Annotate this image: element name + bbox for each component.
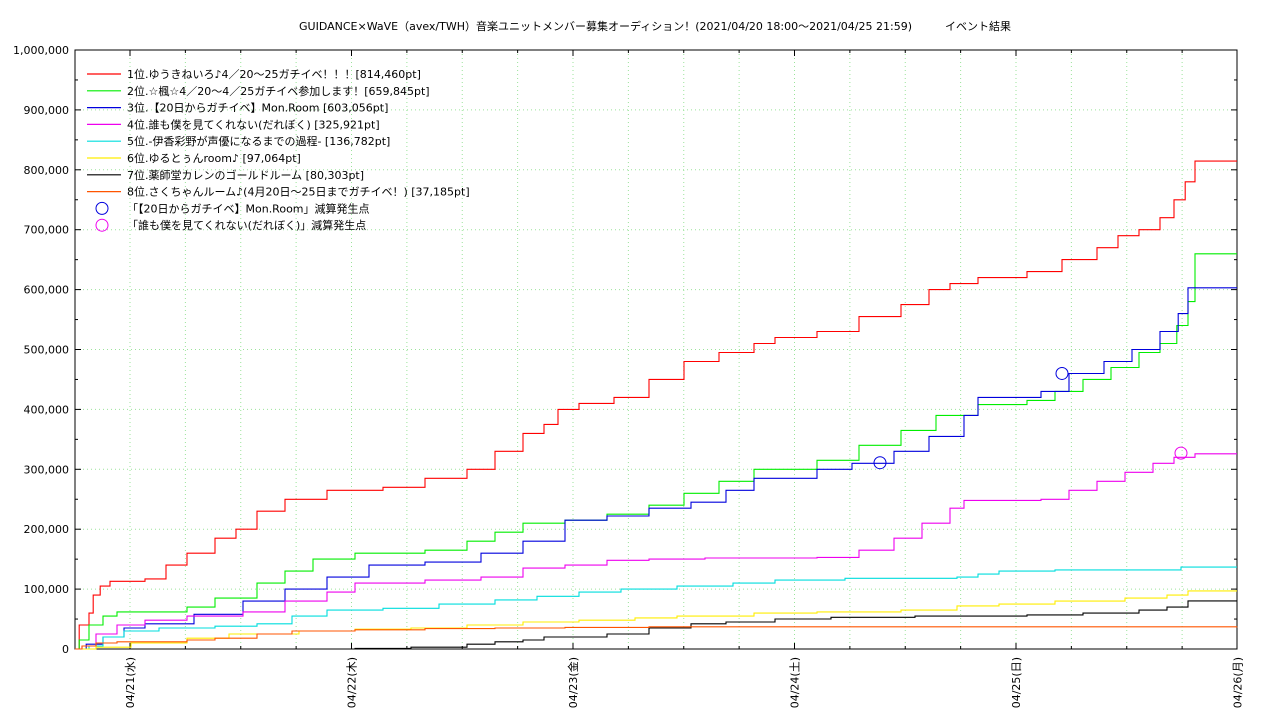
x-tick-label: 04/26(月) [1232,657,1245,708]
legend-label: 4位.誰も僕を見てくれない(だれぼく) [325,921pt] [127,117,380,131]
chart-title: GUIDANCE×WaVE（avex/TWH）音楽ユニットメンバー募集オーディシ… [299,19,1011,33]
legend-label: 7位.薬師堂カレンのゴールドルーム [80,303pt] [127,168,364,182]
legend-marker [95,218,109,232]
series-line [75,453,1237,650]
x-tick-label: 04/23(金) [566,657,580,708]
grid [75,50,1237,649]
y-tick-label: 400,000 [24,403,70,416]
y-tick-label: 600,000 [24,284,70,297]
series-line [75,287,1237,650]
y-tick-label: 100,000 [24,583,70,596]
series-line [75,566,1237,650]
y-tick-label: 200,000 [24,523,70,536]
legend-label: 3位.【20日からガチイベ】Mon.Room [603,056pt] [127,101,388,115]
legend-marker [95,201,109,215]
legend-label: 8位.さくちゃんルーム♪(4月20日〜25日までガチイベ！) [37,185pt… [127,185,470,199]
x-tick-label: 04/22(木) [346,657,359,708]
x-tick-label: 04/25(日) [1010,657,1023,708]
legend-label: 6位.ゆるとぅんroom♪ [97,064pt] [127,151,301,165]
legend: 1位.ゆうきねいろ♪4／20〜25ガチイベ！！！[814,460pt] 2位.☆楓… [87,67,470,232]
marker-layer [873,366,1188,470]
series-line [75,626,1238,650]
y-tick-label: 500,000 [24,344,70,357]
series-layer [75,160,1238,650]
series-line [75,160,1237,650]
series-line [75,253,1237,650]
x-tick-label: 04/21(水) [124,657,137,708]
y-tick-label: 300,000 [24,463,70,476]
marker-point [873,456,887,470]
y-tick-label: 1,000,000 [13,44,69,57]
series-line [75,590,1237,650]
y-tick-label: 700,000 [24,224,70,237]
marker-point [1055,366,1069,380]
x-tick-label: 04/24(土) [789,657,802,708]
y-tick-label: 800,000 [24,164,70,177]
y-tick-label: 900,000 [24,104,70,117]
axes: 0 100,000 200,000 300,000 400,000 500,000 600,… [13,44,1244,708]
legend-label: 1位.ゆうきねいろ♪4／20〜25ガチイベ！！！[814,460pt] [127,67,421,81]
marker-point [1174,446,1188,460]
legend-label: 「【20日からガチイベ】Mon.Room」減算発生点 [127,201,370,215]
legend-label: 5位.-伊香彩野が声優になるまでの過程- [136,782pt] [127,134,390,148]
series-line [327,600,1237,650]
legend-label: 「誰も僕を見てくれない(だれぼく)」減算発生点 [127,218,366,232]
y-tick-label: 0 [62,643,69,656]
legend-label: 2位.☆楓☆4／20〜4／25ガチイベ参加します！[659,845pt] [127,84,430,98]
